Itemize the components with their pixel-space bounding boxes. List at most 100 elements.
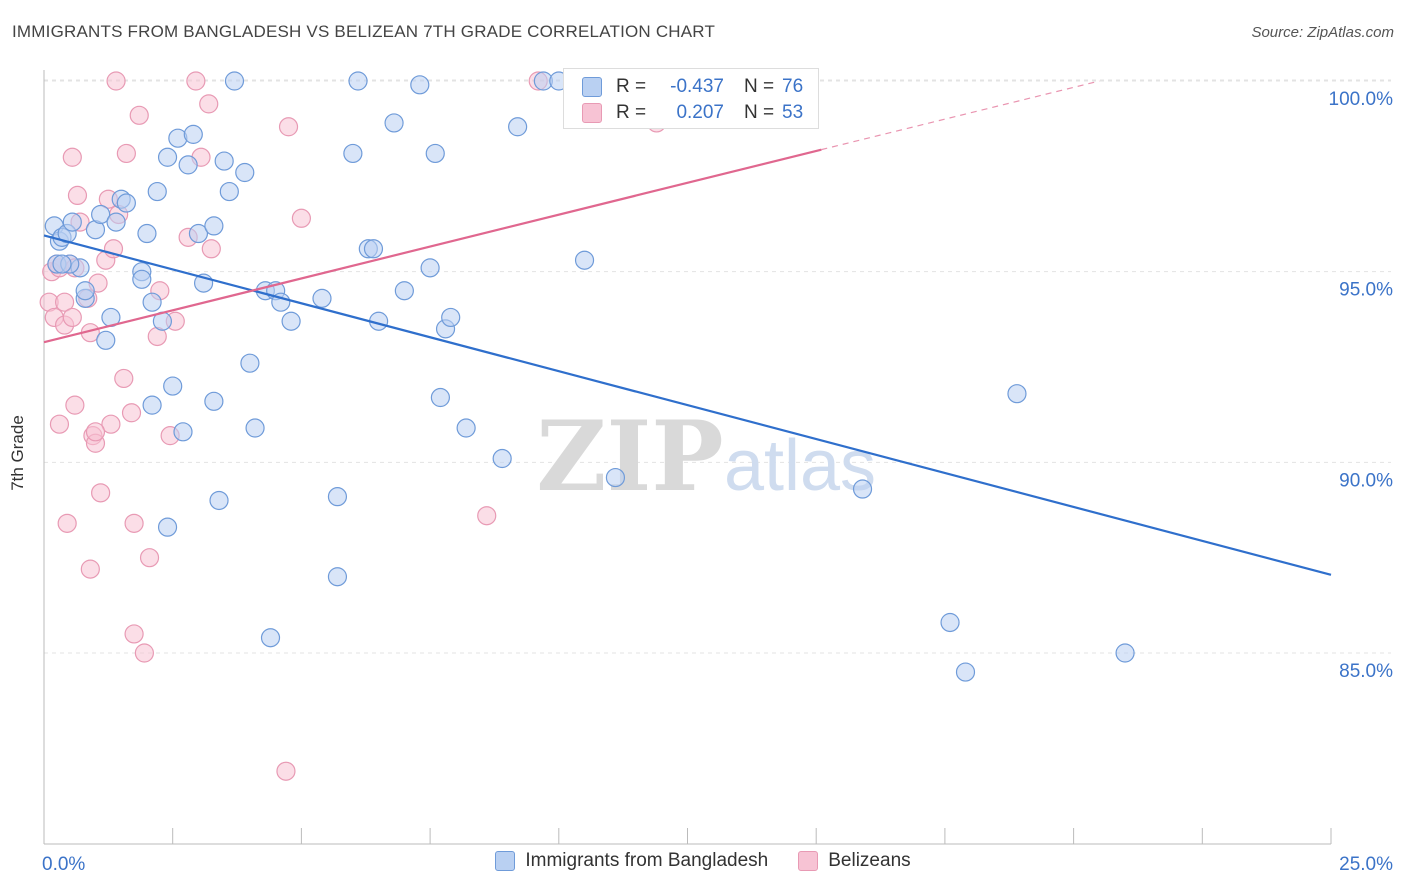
- blue-point: [605, 467, 626, 488]
- blue-point: [188, 223, 209, 244]
- pink-point: [65, 395, 85, 415]
- pink-point: [80, 559, 100, 579]
- stats-n-label: N =: [744, 76, 775, 97]
- blue-point: [348, 71, 368, 91]
- blue-point: [410, 75, 430, 95]
- pink-point: [62, 147, 82, 167]
- stats-box: R = -0.437 N = 76 R = 0.207 N = 53: [563, 68, 819, 129]
- stats-r-label: R =: [616, 76, 647, 97]
- pink-point: [114, 368, 134, 389]
- pink-point: [116, 143, 136, 164]
- pink-point: [201, 239, 221, 259]
- blue-point: [116, 193, 136, 213]
- blue-point: [363, 239, 384, 259]
- y-tick-label: 100.0%: [1329, 89, 1394, 110]
- watermark-atlas: atlas: [724, 426, 876, 506]
- blue-point: [1007, 384, 1027, 404]
- watermark: ZIP atlas: [536, 400, 876, 513]
- blue-point: [209, 490, 229, 511]
- blue-point: [281, 311, 301, 331]
- pink-point: [57, 513, 77, 533]
- blue-point: [1115, 643, 1135, 663]
- stats-r-label: R =: [616, 102, 647, 123]
- blue-point: [204, 391, 224, 411]
- blue-point: [425, 143, 445, 164]
- pink-point: [49, 414, 70, 434]
- pink-point: [276, 761, 296, 781]
- stats-row-blue: R = -0.437 N = 76: [582, 74, 803, 100]
- legend-swatch-pink: [798, 851, 819, 871]
- legend-swatch-blue: [495, 851, 516, 871]
- blue-point: [157, 517, 178, 537]
- pink-point: [134, 643, 154, 663]
- blue-point: [430, 387, 450, 408]
- blue-point: [420, 258, 440, 278]
- blue-point: [508, 117, 528, 137]
- y-tick-label: 95.0%: [1339, 280, 1393, 301]
- blue-point: [142, 395, 162, 415]
- blue-point: [327, 487, 348, 507]
- blue-point: [173, 422, 193, 442]
- pink-point: [106, 71, 126, 91]
- blue-point: [327, 567, 348, 587]
- pink-point: [278, 117, 299, 137]
- stats-n-value-blue: 76: [782, 76, 804, 97]
- legend-label-pink: Belizeans: [828, 850, 911, 871]
- pink-point: [139, 548, 160, 568]
- pink-point: [199, 94, 219, 114]
- blue-point: [384, 113, 404, 133]
- blue-point: [456, 418, 476, 438]
- blue-point: [224, 71, 245, 91]
- watermark-zip: ZIP: [536, 400, 723, 513]
- blue-point: [96, 330, 116, 350]
- blue-trend-line: [43, 234, 1332, 576]
- blue-point: [183, 124, 203, 144]
- blue-series-points: [44, 71, 1135, 682]
- pink-point: [124, 513, 144, 533]
- pink-point: [121, 403, 142, 423]
- stats-row-pink: R = 0.207 N = 53: [582, 100, 803, 126]
- blue-point: [574, 250, 595, 270]
- legend-item-blue[interactable]: Immigrants from Bangladesh: [495, 850, 768, 872]
- blue-point: [147, 181, 167, 202]
- pink-point: [91, 483, 111, 503]
- y-tick-label: 85.0%: [1339, 661, 1393, 682]
- blue-point: [955, 662, 976, 682]
- blue-point: [204, 216, 224, 236]
- x-tick-label: 25.0%: [1339, 854, 1393, 875]
- pink-point: [101, 414, 121, 434]
- blue-point: [852, 479, 873, 499]
- y-tick-label: 90.0%: [1339, 470, 1393, 491]
- pink-point: [291, 208, 311, 228]
- legend-item-pink[interactable]: Belizeans: [798, 850, 911, 872]
- pink-point: [129, 105, 149, 125]
- blue-point: [62, 212, 82, 232]
- trend-lines: [43, 80, 1332, 576]
- blue-point: [106, 212, 126, 232]
- blue-point: [142, 292, 162, 312]
- legend-label-blue: Immigrants from Bangladesh: [525, 850, 769, 871]
- stats-n-label: N =: [744, 102, 775, 123]
- pink-series-points: [39, 71, 667, 781]
- legend: Immigrants from Bangladesh Belizeans: [0, 850, 1406, 872]
- blue-point: [157, 147, 178, 167]
- pink-point: [85, 422, 106, 442]
- blue-point: [163, 376, 183, 396]
- pink-trend-line: [43, 148, 822, 344]
- axes: [43, 70, 1332, 845]
- blue-point: [52, 254, 72, 274]
- blue-point: [137, 223, 157, 244]
- pink-trend-extension: [821, 80, 1100, 151]
- blue-point: [343, 143, 363, 164]
- blue-point: [312, 288, 332, 308]
- stats-r-value-blue: -0.437: [670, 76, 724, 97]
- blue-point: [214, 151, 234, 171]
- chart-title: IMMIGRANTS FROM BANGLADESH VS BELIZEAN 7…: [12, 22, 716, 41]
- blue-point: [219, 181, 239, 202]
- pink-point: [62, 307, 82, 328]
- stats-swatch-pink: [582, 103, 602, 123]
- stats-r-value-pink: 0.207: [676, 102, 724, 123]
- blue-point: [240, 353, 260, 373]
- blue-point: [75, 281, 95, 301]
